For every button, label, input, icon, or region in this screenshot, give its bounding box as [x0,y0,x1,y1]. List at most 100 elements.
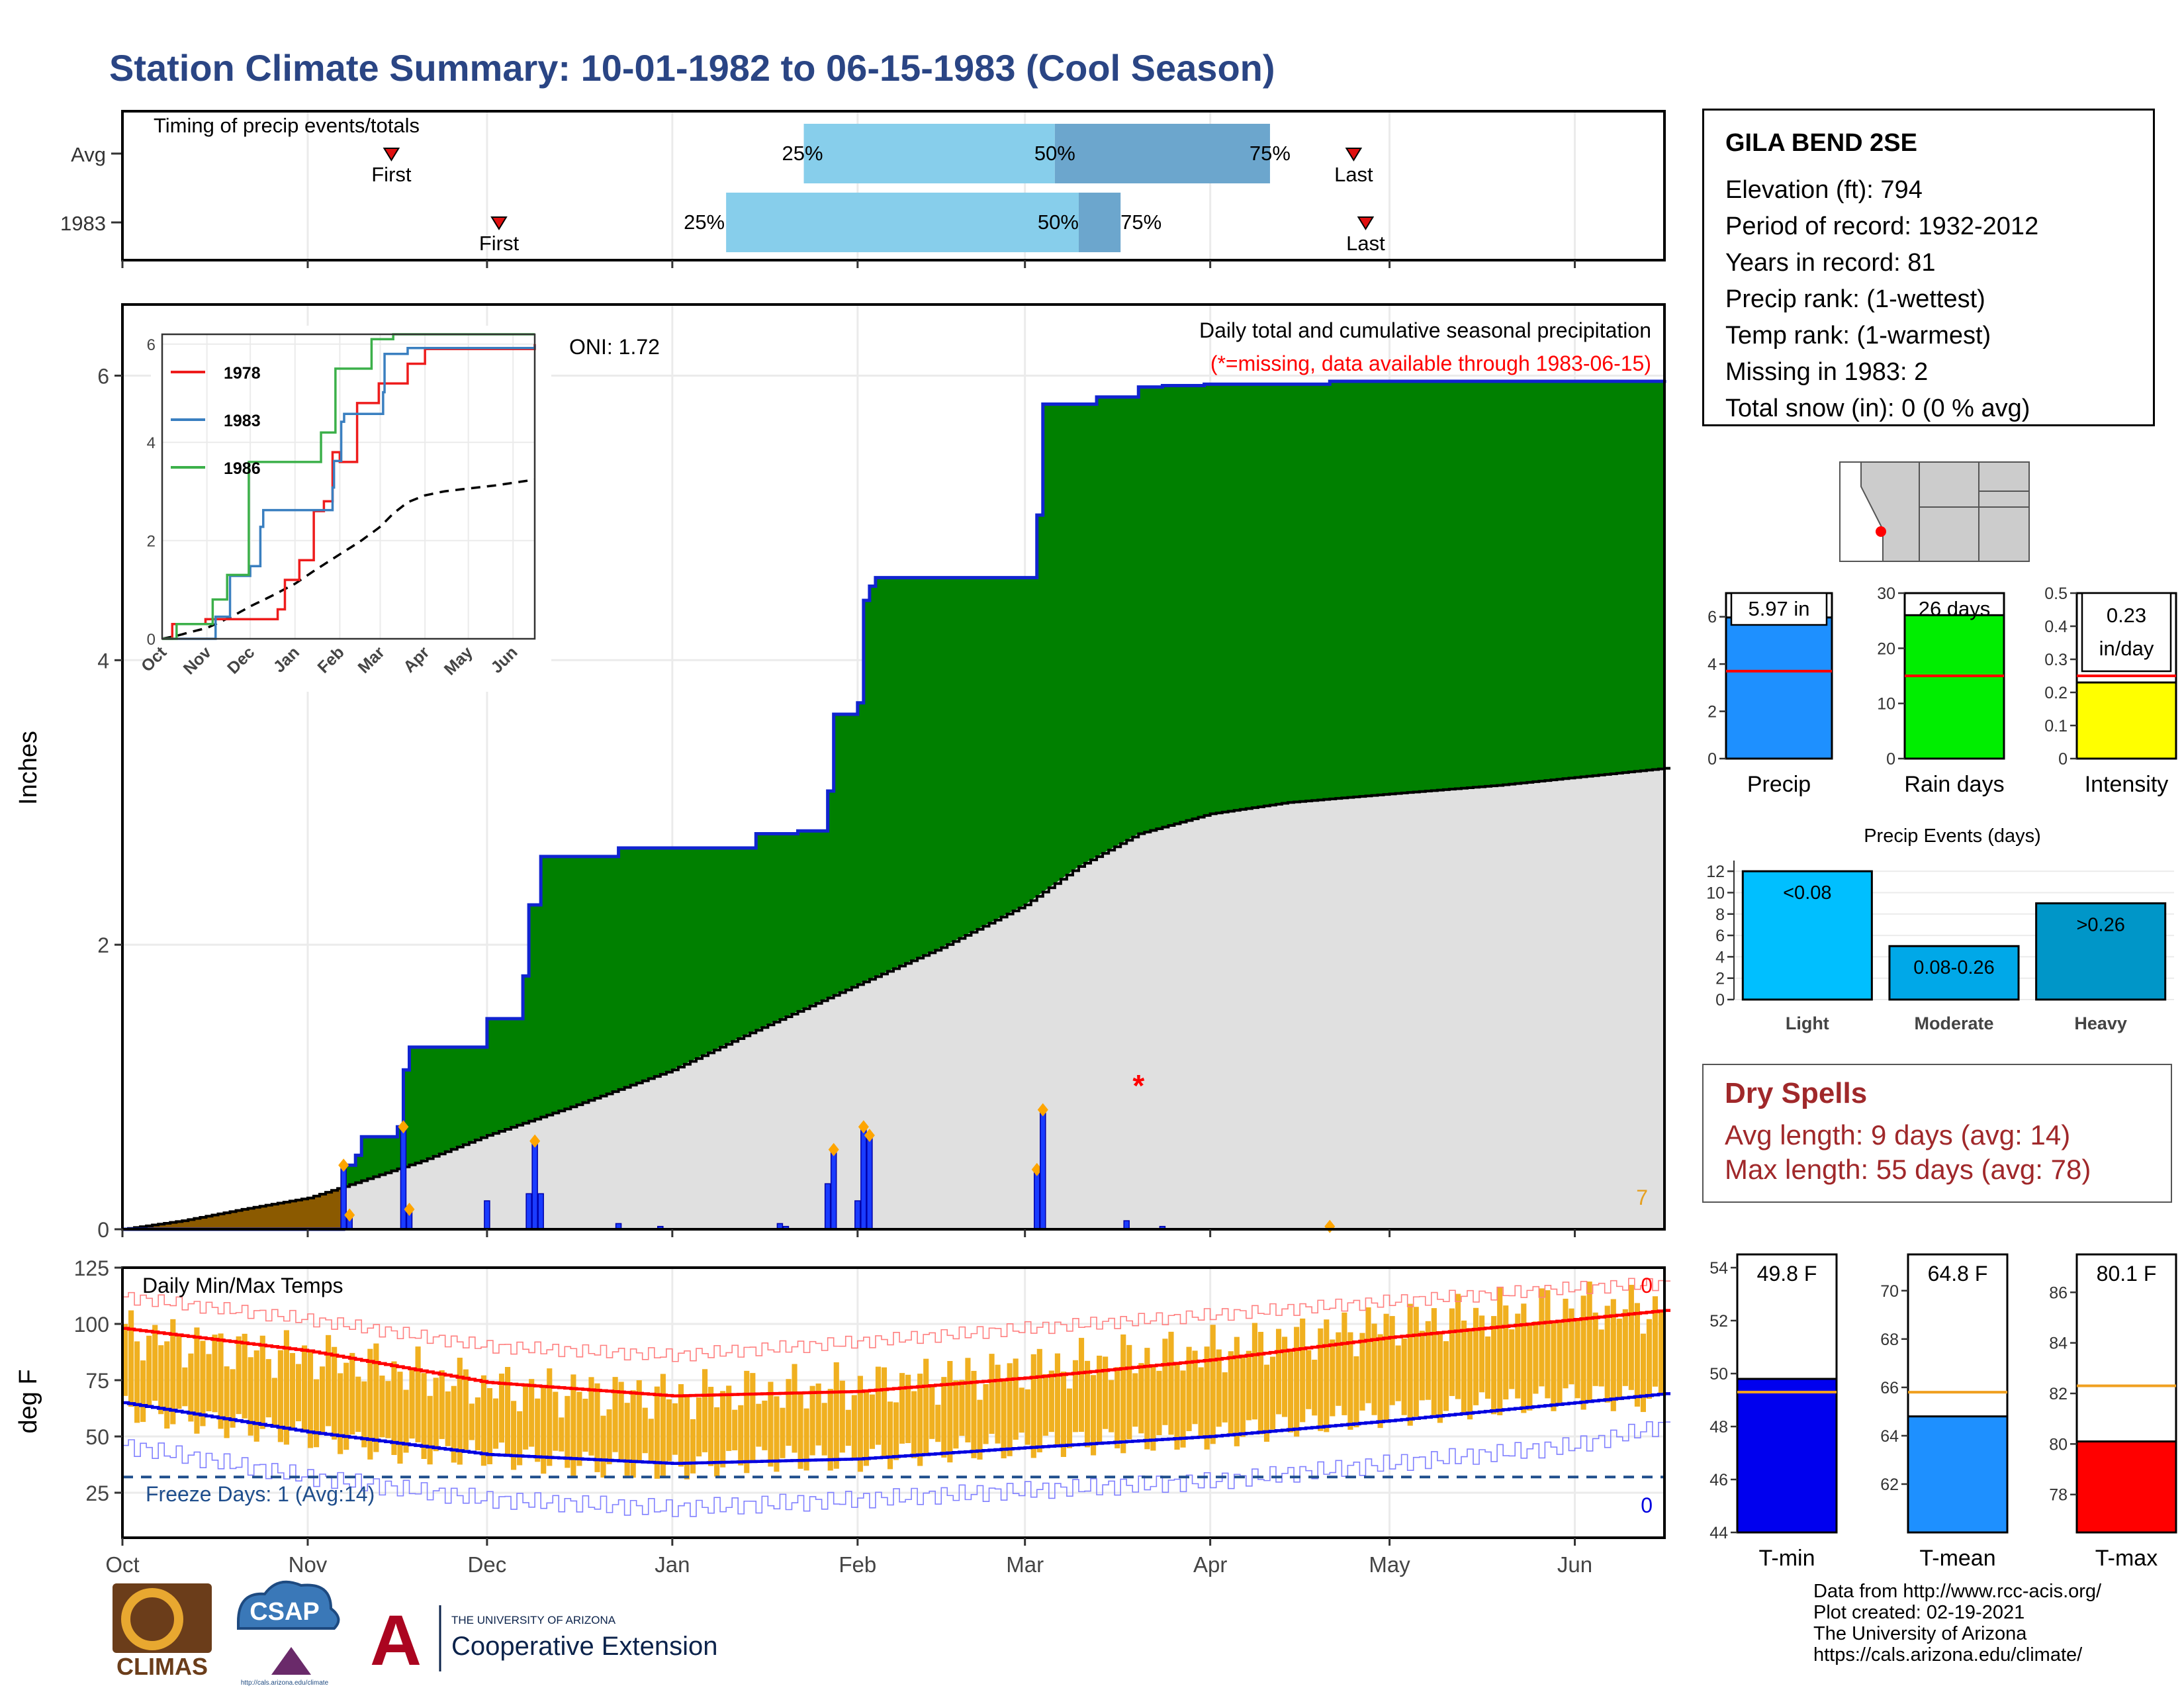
precip-y-tick-label: 0 [97,1218,109,1242]
precip-events-title: Precip Events (days) [1864,825,2041,847]
daily-temp-bar [200,1340,206,1427]
precip-events-y-tick-label: 10 [1706,884,1725,902]
tmax-y-tick-label: 82 [2049,1385,2068,1403]
daily-temp-bar [1359,1333,1365,1411]
daily-temp-bar [630,1390,636,1478]
daily-temp-bar [624,1403,630,1476]
precip-y-tick-label: 2 [97,933,109,957]
daily-temp-bar [1401,1338,1407,1415]
daily-temp-bar [756,1403,762,1447]
inset-y-tick-label: 4 [147,434,156,452]
tmean-value: 64.8 F [1928,1262,1988,1286]
daily-temp-bar [1066,1388,1073,1448]
daily-temp-bar [1103,1356,1109,1429]
timeline-50pct-label: 50% [1034,142,1075,165]
temp-chart-title: Daily Min/Max Temps [142,1274,343,1297]
daily-temp-bar [1109,1380,1115,1432]
daily-temp-bar [1419,1331,1425,1401]
timeline-25pct-label: 25% [684,211,725,234]
daily-temp-bar [1485,1336,1491,1399]
daily-temp-bar [1091,1375,1097,1456]
daily-temp-bar [1324,1319,1330,1432]
temp-x-tick-label: Mar [1006,1552,1044,1577]
daily-temp-bar [1407,1303,1413,1426]
daily-temp-bar [415,1346,421,1442]
daily-temp-bar [445,1391,451,1446]
daily-temp-bar [1598,1329,1604,1387]
daily-temp-bar [911,1391,917,1458]
missing-data-marker: * [1132,1068,1144,1103]
station-elevation: Elevation (ft): 794 [1725,176,1923,204]
daily-temp-bar [833,1362,839,1469]
daily-temp-bar [289,1352,295,1430]
station-snow: Total snow (in): 0 (0 % avg) [1725,395,2030,422]
daily-temp-bar [618,1382,624,1460]
daily-temp-bar [307,1352,314,1448]
temp-y-tick-label: 75 [85,1369,109,1393]
timeline-75pct-label: 75% [1120,211,1161,234]
tmax-y-tick-label: 78 [2049,1486,2068,1505]
daily-precip-bar [484,1200,490,1230]
credit-data-source: Data from http://www.rcc-acis.org/ [1813,1581,2102,1602]
precip-events-category-label: Light [1786,1013,1829,1033]
normal-cumulative-line [122,767,1671,1231]
precip-total-y-tick-label: 6 [1707,608,1717,627]
daily-temp-bar [218,1333,224,1429]
daily-temp-bar [224,1366,230,1438]
daily-temp-bar [517,1411,523,1466]
inset-legend-label: 1978 [224,364,261,383]
daily-temp-bar [1563,1298,1569,1389]
daily-temp-bar [349,1352,355,1434]
daily-temp-bar [1174,1364,1180,1450]
daily-temp-bar [164,1341,170,1429]
daily-temp-bar [1539,1288,1545,1387]
daily-temp-bar [523,1383,529,1450]
daily-temp-bar [140,1360,146,1423]
daily-temp-bar [176,1336,182,1409]
precip-y-tick-label: 6 [97,364,109,388]
station-temp-rank: Temp rank: (1-warmest) [1725,322,1991,350]
locator-map-borders [1919,462,2029,561]
temp-x-tick-label: Apr [1193,1552,1227,1577]
precip-events-bar [1888,945,2020,1001]
timeline-q2-bar [1078,193,1121,252]
daily-temp-bar [1019,1387,1024,1433]
daily-temp-bar [1616,1319,1622,1401]
daily-temp-bar [588,1377,594,1456]
daily-temp-bar [923,1358,929,1454]
daily-temp-bar [480,1375,486,1466]
tmin-y-tick-label: 48 [1709,1418,1728,1436]
precip-events-y-tick-label: 4 [1715,948,1725,966]
daily-temp-bar [1001,1381,1007,1459]
daily-temp-bar [1592,1312,1598,1386]
daily-temp-bar [146,1335,152,1407]
daily-temp-bar [738,1405,744,1466]
daily-precip-bar [400,1126,407,1230]
intensity-y-tick-label: 0 [2058,750,2068,769]
daily-temp-bar [672,1403,678,1455]
timeline-first-marker [490,216,508,230]
daily-temp-bar [259,1335,265,1429]
page-title: Station Climate Summary: 10-01-1982 to 0… [109,47,1275,89]
daily-temp-bar [1383,1313,1389,1423]
daily-temp-bar [529,1379,535,1447]
daily-temp-bar [594,1383,600,1472]
daily-temp-bar [182,1367,188,1407]
daily-precip-bar [866,1135,873,1230]
daily-temp-bar [648,1419,654,1464]
temp-y-tick-label: 100 [74,1313,109,1336]
daily-temp-bar [283,1330,289,1445]
daily-temp-bar [1294,1327,1300,1437]
daily-temp-bar [977,1399,983,1460]
intensity-y-tick-label: 0.1 [2044,717,2068,735]
daily-temp-bar [1282,1336,1288,1417]
intensity-y-tick-label: 0.2 [2044,684,2068,702]
rain-days-y-tick-label: 0 [1886,750,1895,769]
daily-temp-bar [1503,1305,1509,1400]
daily-temp-bar [809,1385,815,1456]
daily-temp-bar [463,1369,469,1450]
daily-temp-bar [947,1361,953,1463]
daily-temp-bar [535,1398,541,1462]
csap-logo-mountain [271,1647,311,1675]
rain-days-value: 26 days [1919,597,1991,620]
